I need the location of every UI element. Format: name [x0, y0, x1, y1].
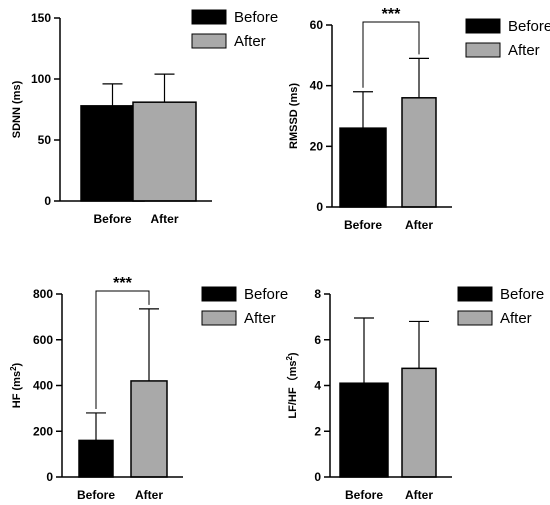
- significance-bracket: [95, 290, 150, 409]
- legend-swatch-before: [201, 286, 237, 302]
- y-tick-label: 4: [314, 379, 321, 393]
- y-tick-label: 600: [33, 333, 53, 347]
- y-tick-label: 0: [316, 200, 323, 214]
- significance-bracket: [362, 21, 420, 88]
- legend-label-before: Before: [234, 9, 278, 26]
- y-tick-label: 6: [314, 333, 321, 347]
- legend-swatch-after: [191, 33, 227, 49]
- legend-label-before: Before: [244, 286, 288, 303]
- legend-swatch-before: [457, 286, 493, 302]
- legend-label-after: After: [244, 310, 276, 327]
- legend-label-after: After: [508, 42, 540, 59]
- y-tick-label: 150: [31, 11, 51, 25]
- chart-panel-2: Before After 0 20 40 60 RMSSD (ms) Before After *…: [288, 6, 550, 232]
- y-tick-label: 20: [310, 139, 324, 153]
- y-tick-label: 40: [310, 79, 324, 93]
- x-tick-label: After: [405, 488, 433, 502]
- y-tick-label: 200: [33, 424, 53, 438]
- y-tick-label: 0: [46, 470, 53, 484]
- bar-after: [130, 380, 168, 478]
- y-tick-label: 0: [314, 470, 321, 484]
- legend-label-after: After: [500, 310, 532, 327]
- legend-swatch-before: [191, 9, 227, 25]
- legend-label-before: Before: [500, 286, 544, 303]
- chart-panel-4: Before After 0 2 4 6 8 LF/HF（ms2) Before After: [285, 286, 544, 502]
- y-axis-label: LF/HF（ms2): [285, 352, 299, 419]
- chart-panel-3: Before After 0 200 400 600 800 HF (ms2) Before Af…: [9, 275, 288, 502]
- chart-panel-1: Before After 0 50 100 150 SDNN (ms) Before After: [11, 9, 278, 226]
- y-axis-label: RMSSD (ms): [288, 83, 300, 149]
- y-tick-label: 800: [33, 287, 53, 301]
- y-tick-label: 50: [38, 133, 52, 147]
- significance-label: ***: [382, 6, 401, 23]
- y-tick-label: 100: [31, 72, 51, 86]
- y-axis-label: SDNN (ms): [11, 80, 23, 138]
- y-axis-label: HF (ms2): [9, 362, 23, 408]
- x-tick-label: After: [135, 488, 163, 502]
- bar-after: [401, 97, 437, 208]
- legend-swatch-after: [201, 310, 237, 326]
- y-tick-label: 8: [314, 287, 321, 301]
- significance-label: ***: [113, 275, 132, 292]
- legend-swatch-after: [457, 310, 493, 326]
- x-tick-label: Before: [344, 218, 382, 232]
- x-tick-label: Before: [93, 212, 131, 226]
- bar-before: [339, 127, 387, 208]
- legend-swatch-before: [465, 18, 501, 34]
- bar-after: [132, 101, 197, 202]
- y-tick-label: 0: [44, 194, 51, 208]
- y-tick-label: 400: [33, 379, 53, 393]
- bar-before: [339, 382, 389, 478]
- x-tick-label: After: [150, 212, 178, 226]
- bar-after: [401, 367, 437, 478]
- x-tick-label: Before: [77, 488, 115, 502]
- legend-label-after: After: [234, 33, 266, 50]
- x-tick-label: After: [405, 218, 433, 232]
- y-tick-label: 2: [314, 424, 321, 438]
- legend-label-before: Before: [508, 18, 550, 35]
- legend-swatch-after: [465, 42, 501, 58]
- y-tick-label: 60: [310, 18, 324, 32]
- x-tick-label: Before: [345, 488, 383, 502]
- bar-before: [78, 439, 114, 478]
